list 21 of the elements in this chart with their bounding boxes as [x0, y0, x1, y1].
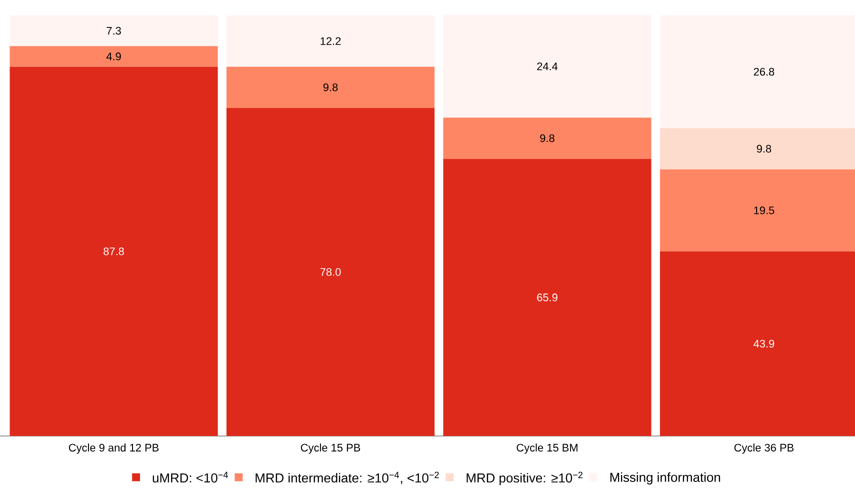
- data-label: 65.9: [537, 294, 558, 302]
- data-label: 26.8: [754, 68, 774, 76]
- data-label: 43.9: [754, 340, 774, 348]
- legend-label: MRD positive: ≥10$^{−2}$: [466, 472, 582, 486]
- legend-label: MRD intermediate: ≥10$^{−4}$, <10$^{−2}$: [256, 472, 439, 484]
- data-label: 78.0: [320, 268, 341, 276]
- data-label: 4.9: [106, 52, 121, 60]
- x-tick-label: Cycle 15 PB: [300, 444, 360, 454]
- data-label: 19.5: [754, 206, 774, 214]
- data-label: 7.3: [106, 26, 121, 35]
- data-label: 9.8: [756, 144, 772, 153]
- x-tick-label: Cycle 36 PB: [734, 444, 794, 454]
- legend-label: uMRD: <10$^{−4}$: [152, 472, 228, 483]
- x-tick-label: Cycle 15 BM: [516, 444, 578, 454]
- legend-label: Missing information: [610, 472, 720, 484]
- data-label: 87.8: [104, 247, 124, 256]
- data-label: 9.8: [540, 134, 554, 142]
- data-label: 9.8: [323, 83, 338, 92]
- data-label: 24.4: [537, 62, 558, 70]
- x-tick-label: Cycle 9 and 12 PB: [68, 444, 159, 454]
- data-label: 12.2: [320, 37, 341, 45]
